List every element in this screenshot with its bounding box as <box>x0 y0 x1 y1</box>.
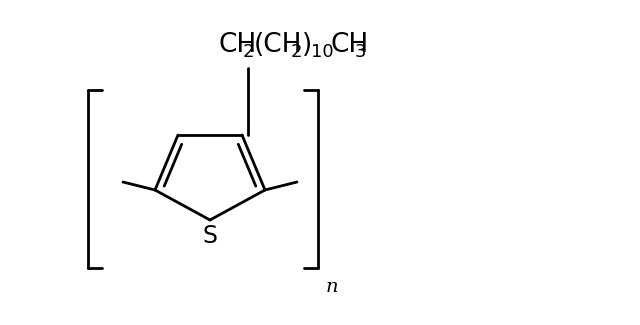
Text: 2: 2 <box>291 43 303 61</box>
Text: CH: CH <box>218 32 256 58</box>
Text: S: S <box>202 224 218 248</box>
Text: (CH: (CH <box>254 32 303 58</box>
Text: 3: 3 <box>355 43 367 61</box>
Text: 10: 10 <box>311 43 333 61</box>
Text: n: n <box>326 278 339 296</box>
Text: 2: 2 <box>243 43 255 61</box>
Text: ): ) <box>302 32 312 58</box>
Text: CH: CH <box>330 32 368 58</box>
